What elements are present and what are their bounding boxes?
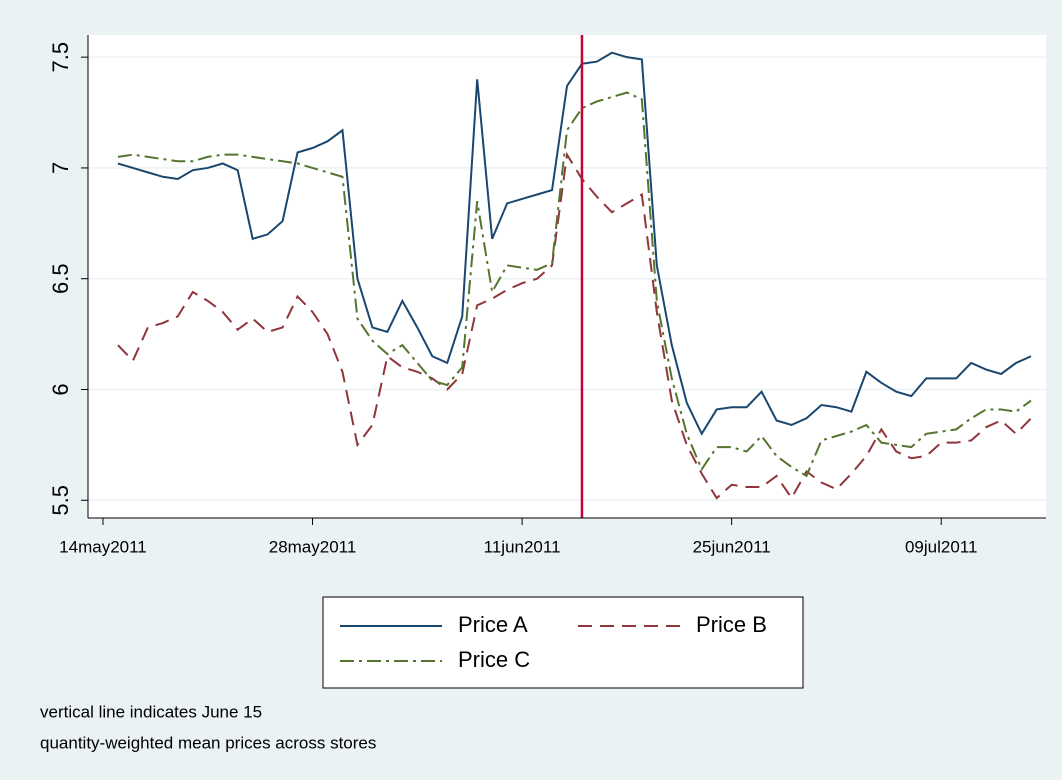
x-tick-label: 09jul2011 [905, 537, 977, 556]
grid [88, 56, 1046, 502]
legend [322, 596, 804, 689]
note: vertical line indicates June 15 [40, 702, 262, 721]
axes: 5.5 6 6.5 7 7.5 14may2011 28may2011 11jun2011 25… [48, 42, 978, 557]
x-tick-label: 11jun2011 [484, 537, 561, 556]
x-tick-label: 28may2011 [269, 537, 357, 556]
legend-label: Price A [458, 612, 528, 637]
lines [117, 35, 1032, 518]
y-tick-label: 6.5 [48, 263, 73, 294]
y-tick-label: 5.5 [48, 485, 73, 516]
series-line [117, 91, 1032, 478]
y-tick-label: 6 [48, 383, 73, 395]
x-tick-label: 14may2011 [59, 537, 147, 556]
legend-label: Price C [458, 647, 530, 672]
y-tick-label: 7.5 [48, 42, 73, 73]
y-tick-label: 7 [48, 162, 73, 174]
legend-label: Price B [696, 612, 767, 637]
note: quantity-weighted mean prices across sto… [40, 733, 376, 752]
x-tick-label: 25jun2011 [693, 537, 771, 556]
legend-entries: Price A Price B Price C [340, 612, 767, 672]
series-line [117, 51, 1032, 436]
